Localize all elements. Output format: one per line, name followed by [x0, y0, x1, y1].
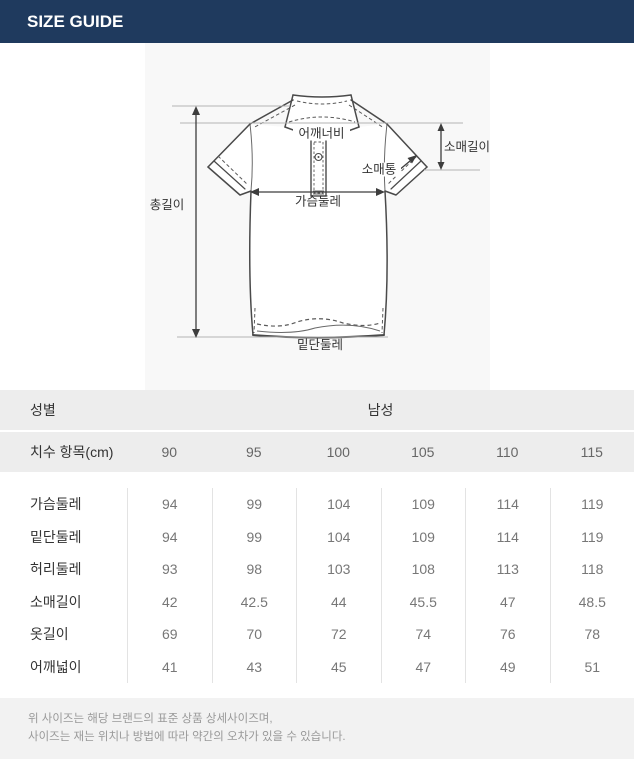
cell: 72	[296, 618, 381, 651]
table-row: 어깨넓이 41 43 45 47 49 51	[0, 650, 634, 683]
footer-line-1: 위 사이즈는 해당 브랜드의 표준 상품 상세사이즈며,	[28, 713, 273, 725]
size-column-header: 115	[580, 444, 603, 460]
cell: 44	[296, 585, 381, 618]
cell: 104	[296, 520, 381, 553]
table-row: 가슴둘레 94 99 104 109 114 119	[0, 488, 634, 521]
total-length-arrow	[192, 106, 200, 338]
cell: 48.5	[549, 585, 634, 618]
polo-shirt-diagram: 어깨너비 소매길이 소매통 총길이 가슴둘레 밑단둘레	[150, 94, 490, 352]
cell: 70	[211, 618, 297, 651]
diagram-label-sleeve-width: 소매통	[362, 163, 397, 177]
table-row: 밑단둘레 94 99 104 109 114 119	[0, 520, 634, 553]
cell: 109	[380, 520, 466, 553]
size-column-header: 110	[496, 444, 519, 460]
cell: 94	[127, 520, 212, 553]
size-diagram-section: 어깨너비 소매길이 소매통 총길이 가슴둘레 밑단둘레	[0, 43, 634, 390]
cell: 99	[211, 488, 297, 521]
size-table: 성별 남성 치수 항목(cm) 90 95 100 105 110 115 가슴…	[0, 390, 634, 698]
cell: 98	[211, 553, 297, 586]
size-column-header: 100	[326, 444, 350, 460]
cell: 43	[211, 650, 297, 683]
cell: 99	[211, 520, 297, 553]
cell: 47	[380, 650, 466, 683]
cell: 118	[549, 553, 634, 586]
cell: 45.5	[380, 585, 466, 618]
cell: 114	[465, 488, 550, 521]
row-label: 어깨넓이	[30, 658, 82, 675]
gender-value: 남성	[367, 402, 394, 418]
cell: 114	[465, 520, 550, 553]
header-bar: SIZE GUIDE	[0, 0, 634, 43]
cell: 78	[549, 618, 634, 651]
cell: 94	[127, 488, 212, 521]
shirt-silhouette	[208, 95, 427, 338]
row-label: 밑단둘레	[30, 528, 82, 545]
diagram-label-chest: 가슴둘레	[295, 195, 341, 209]
size-column-header: 90	[161, 444, 178, 460]
cell: 42	[127, 585, 212, 618]
cell: 51	[549, 650, 634, 683]
cell: 49	[465, 650, 550, 683]
table-row: 소매길이 42 42.5 44 45.5 47 48.5	[0, 585, 634, 618]
diagram-label-hem: 밑단둘레	[297, 338, 343, 352]
table-row: 허리둘레 93 98 103 108 113 118	[0, 553, 634, 586]
cell: 104	[296, 488, 381, 521]
cell: 41	[127, 650, 212, 683]
footer-note: 위 사이즈는 해당 브랜드의 표준 상품 상세사이즈며, 사이즈는 재는 위치나…	[0, 698, 634, 759]
size-column-header: 95	[245, 444, 262, 460]
cell: 42.5	[211, 585, 297, 618]
cell: 74	[380, 618, 466, 651]
diagram-label-total-length: 총길이	[150, 198, 185, 212]
gender-row: 성별 남성	[0, 390, 634, 430]
size-column-header: 105	[411, 444, 435, 460]
row-label: 옷길이	[30, 626, 69, 643]
size-diagram: 어깨너비 소매길이 소매통 총길이 가슴둘레 밑단둘레	[145, 43, 490, 390]
diagram-label-shoulder-width: 어깨너비	[298, 127, 344, 141]
cell: 103	[296, 553, 381, 586]
cell: 47	[465, 585, 550, 618]
diagram-label-sleeve-length: 소매길이	[444, 140, 490, 154]
cell: 119	[549, 488, 634, 521]
cell: 45	[296, 650, 381, 683]
cell: 76	[465, 618, 550, 651]
sleeve-length-arrow	[437, 123, 445, 170]
cell: 113	[465, 553, 550, 586]
chest-arrow	[250, 188, 385, 196]
gender-label: 성별	[30, 402, 56, 418]
cell: 109	[380, 488, 466, 521]
size-items-label: 치수 항목(cm)	[30, 444, 114, 460]
footer-line-2: 사이즈는 재는 위치나 방법에 따라 약간의 오차가 있을 수 있습니다.	[28, 731, 346, 743]
cell: 108	[380, 553, 466, 586]
placket	[310, 138, 327, 197]
cell: 69	[127, 618, 212, 651]
row-label: 가슴둘레	[30, 496, 82, 513]
cell: 119	[549, 520, 634, 553]
row-label: 소매길이	[30, 593, 82, 610]
sizes-row: 치수 항목(cm) 90 95 100 105 110 115	[0, 432, 634, 472]
page-title: SIZE GUIDE	[27, 11, 124, 31]
row-label: 허리둘레	[30, 561, 82, 578]
table-row: 옷길이 69 70 72 74 76 78	[0, 618, 634, 651]
table-body: 가슴둘레 94 99 104 109 114 119 밑단둘레 94 99 10…	[0, 488, 634, 683]
cell: 93	[127, 553, 212, 586]
